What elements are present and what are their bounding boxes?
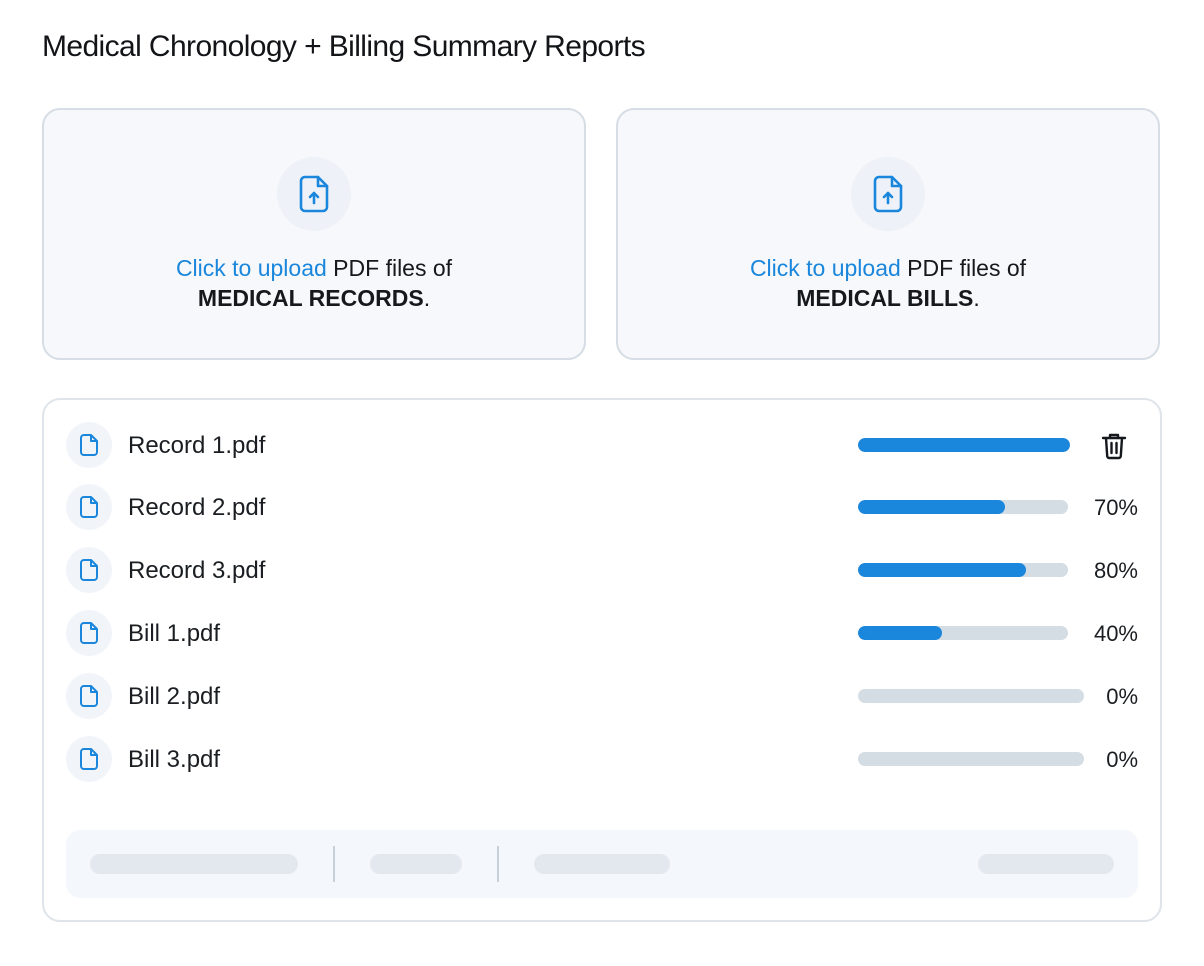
file-icon-circle [66, 484, 112, 530]
file-icon [80, 559, 98, 581]
file-row: Bill 1.pdf 40% [44, 610, 1160, 658]
click-to-upload-link[interactable]: Click to upload [175, 255, 327, 281]
file-icon [80, 685, 98, 707]
upload-text: PDF files of [900, 255, 1027, 281]
file-icon-circle [66, 547, 112, 593]
file-upload-icon [299, 175, 329, 213]
upload-progress-bar [858, 689, 1084, 703]
page-title: Medical Chronology + Billing Summary Rep… [42, 30, 646, 63]
footer-skeleton-bar [66, 830, 1138, 898]
progress-percent: 70% [1093, 495, 1138, 520]
file-row: Bill 3.pdf 0% [44, 736, 1160, 784]
file-row: Record 1.pdf [44, 422, 1160, 470]
upload-category: MEDICAL RECORDS [197, 285, 424, 311]
upload-suffix: . [973, 285, 980, 311]
file-row: Bill 2.pdf 0% [44, 673, 1160, 721]
file-icon-circle [66, 610, 112, 656]
upload-text: PDF files of [326, 255, 453, 281]
progress-fill [858, 626, 942, 640]
file-name: Record 1.pdf [128, 432, 266, 459]
file-icon-circle [66, 673, 112, 719]
upload-icon-circle [277, 157, 351, 231]
upload-progress-bar [858, 438, 1070, 452]
file-icon [80, 434, 98, 456]
skeleton-placeholder [90, 854, 298, 874]
file-name: Bill 3.pdf [128, 746, 221, 773]
file-name: Bill 2.pdf [128, 683, 221, 710]
upload-progress-bar [858, 626, 1068, 640]
skeleton-placeholder [534, 854, 670, 874]
file-icon [80, 622, 98, 644]
upload-category: MEDICAL BILLS [796, 285, 974, 311]
upload-progress-bar [858, 752, 1084, 766]
click-to-upload-link[interactable]: Click to upload [749, 255, 901, 281]
divider [333, 846, 335, 882]
progress-fill [858, 438, 1070, 452]
uploaded-files-panel: Record 1.pdf Record 2.pdf 70% Record 3.p… [42, 398, 1162, 922]
divider [497, 846, 499, 882]
progress-percent: 0% [1106, 747, 1138, 772]
file-icon [80, 748, 98, 770]
progress-percent: 80% [1093, 558, 1138, 583]
upload-suffix: . [423, 285, 431, 311]
file-row: Record 3.pdf 80% [44, 547, 1160, 595]
file-icon [80, 496, 98, 518]
skeleton-placeholder [370, 854, 462, 874]
file-upload-icon [873, 175, 903, 213]
trash-icon [1101, 433, 1127, 460]
upload-instructions: Click to upload PDF files of MEDICAL REC… [44, 253, 584, 313]
upload-medical-records-dropzone[interactable]: Click to upload PDF files of MEDICAL REC… [42, 108, 586, 360]
file-row: Record 2.pdf 70% [44, 484, 1160, 532]
skeleton-placeholder [978, 854, 1114, 874]
file-name: Record 3.pdf [128, 557, 266, 584]
file-name: Bill 1.pdf [128, 620, 221, 647]
upload-progress-bar [858, 500, 1068, 514]
upload-instructions: Click to upload PDF files of MEDICAL BIL… [618, 253, 1158, 313]
progress-fill [858, 500, 1005, 514]
delete-file-button[interactable] [1098, 430, 1130, 462]
progress-percent: 40% [1093, 621, 1138, 646]
progress-percent: 0% [1106, 684, 1138, 709]
file-icon-circle [66, 422, 112, 468]
upload-progress-bar [858, 563, 1068, 577]
upload-icon-circle [851, 157, 925, 231]
file-icon-circle [66, 736, 112, 782]
file-name: Record 2.pdf [128, 494, 266, 521]
progress-fill [858, 563, 1026, 577]
upload-medical-bills-dropzone[interactable]: Click to upload PDF files of MEDICAL BIL… [616, 108, 1160, 360]
